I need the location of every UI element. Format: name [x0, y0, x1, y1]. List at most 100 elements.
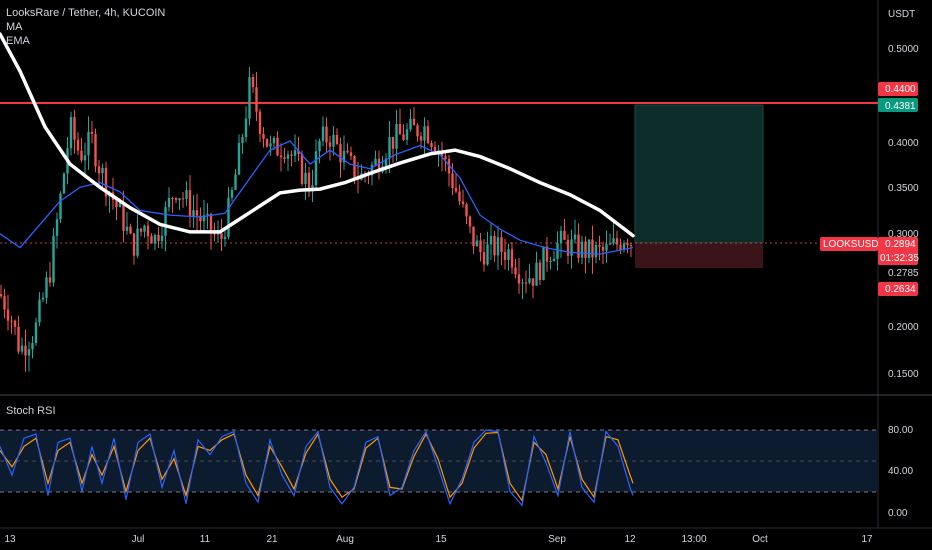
candle-body	[230, 189, 234, 198]
candle-body	[69, 117, 73, 149]
candle-body	[143, 225, 146, 232]
candle-body	[283, 157, 286, 159]
candle-body	[262, 133, 265, 139]
symbol-tag-bg	[820, 237, 878, 251]
stop-tag: 0.2634	[885, 284, 916, 295]
position-loss-zone[interactable]	[635, 243, 763, 268]
candle-body	[153, 234, 157, 244]
candle-body	[374, 158, 377, 165]
time-tick: Oct	[752, 534, 768, 545]
price-tick: 0.3000	[888, 229, 919, 240]
candle-body	[559, 230, 563, 244]
candle-body	[349, 152, 353, 157]
candle-body	[538, 262, 542, 280]
candle-body	[185, 190, 188, 199]
candle-body	[223, 236, 227, 239]
candle-body	[24, 345, 27, 356]
price-axis-currency: USDT	[888, 9, 915, 20]
candle-body	[321, 126, 325, 141]
candle-body	[517, 274, 521, 284]
time-tick: 21	[266, 534, 278, 545]
candle-body	[150, 236, 153, 244]
candle-body	[629, 245, 633, 247]
candle-body	[160, 235, 164, 242]
stoch-rsi-label[interactable]: Stoch RSI	[6, 405, 56, 417]
rsi-tick: 0.00	[888, 508, 908, 519]
candle-body	[314, 151, 318, 186]
symbol-title[interactable]: LooksRare / Tether, 4h, KUCOIN	[6, 7, 166, 19]
candle-body	[500, 237, 503, 253]
candle-body	[73, 117, 76, 140]
candle-body	[304, 172, 307, 184]
candle-body	[391, 136, 395, 149]
symbol-tag: LOOKSUSDT	[823, 239, 885, 250]
candle-body	[591, 239, 594, 258]
candle-body	[342, 150, 346, 163]
candle-body	[507, 249, 510, 260]
candle-body	[496, 237, 500, 256]
candle-body	[192, 210, 195, 217]
time-tick: Sep	[548, 534, 566, 545]
candle-body	[45, 277, 48, 298]
position-profit-zone[interactable]	[634, 104, 764, 244]
candle-body	[598, 245, 601, 247]
candle-body	[426, 126, 430, 144]
last-price-tag-bg	[878, 237, 918, 265]
candle-body	[577, 234, 580, 258]
candle-body	[62, 173, 66, 194]
candle-body	[216, 233, 220, 235]
candle-body	[227, 197, 230, 237]
candle-body	[248, 77, 251, 119]
candle-body	[423, 126, 426, 141]
candle-body	[580, 241, 584, 258]
stop-tag-bg	[878, 282, 918, 296]
candle-body	[41, 297, 45, 300]
candle-body	[286, 154, 290, 159]
candle-body	[27, 349, 31, 356]
time-tick: 13	[4, 534, 16, 545]
candle-body	[384, 158, 388, 167]
candle-body	[122, 202, 125, 231]
target-tag-bg	[878, 98, 918, 112]
candle-body	[255, 87, 258, 112]
candle-body	[307, 172, 311, 192]
candle-body	[370, 164, 374, 176]
candle-body	[59, 193, 62, 220]
candle-body	[300, 153, 304, 184]
candle-body	[136, 228, 139, 256]
candle-body	[76, 139, 80, 151]
resistance-tag-bg	[878, 82, 918, 96]
candle-body	[412, 118, 416, 126]
price-tick: 0.2785	[888, 268, 919, 279]
candle-body	[118, 202, 122, 208]
ema-legend[interactable]: EMA	[6, 35, 30, 47]
candle-body	[563, 230, 566, 240]
candle-body	[612, 238, 615, 244]
candle-body	[608, 243, 612, 245]
time-tick: Jul	[132, 534, 145, 545]
candle-body	[584, 241, 587, 258]
candle-body	[146, 225, 150, 237]
time-tick: 11	[200, 534, 211, 545]
candle-body	[503, 252, 507, 260]
time-tick: 17	[861, 534, 873, 545]
countdown-tag: 01:32:35	[880, 253, 919, 264]
candle-body	[489, 235, 493, 245]
candle-body	[549, 260, 552, 262]
candle-body	[258, 111, 262, 134]
candle-body	[486, 244, 489, 265]
candle-body	[220, 233, 223, 239]
candle-body	[94, 133, 97, 167]
rsi-tick: 40.00	[888, 466, 913, 477]
candle-body	[213, 233, 216, 235]
candle-body	[335, 134, 339, 144]
chart-legend[interactable]: LooksRare / Tether, 4h, KUCOIN MA EMA	[6, 6, 165, 48]
price-tick: 0.1500	[888, 369, 919, 380]
candle-body	[265, 138, 269, 147]
candle-body	[290, 154, 293, 156]
candle-body	[482, 252, 486, 265]
candle-body	[542, 246, 545, 280]
ma-legend[interactable]: MA	[6, 21, 23, 33]
candle-body	[556, 243, 559, 259]
